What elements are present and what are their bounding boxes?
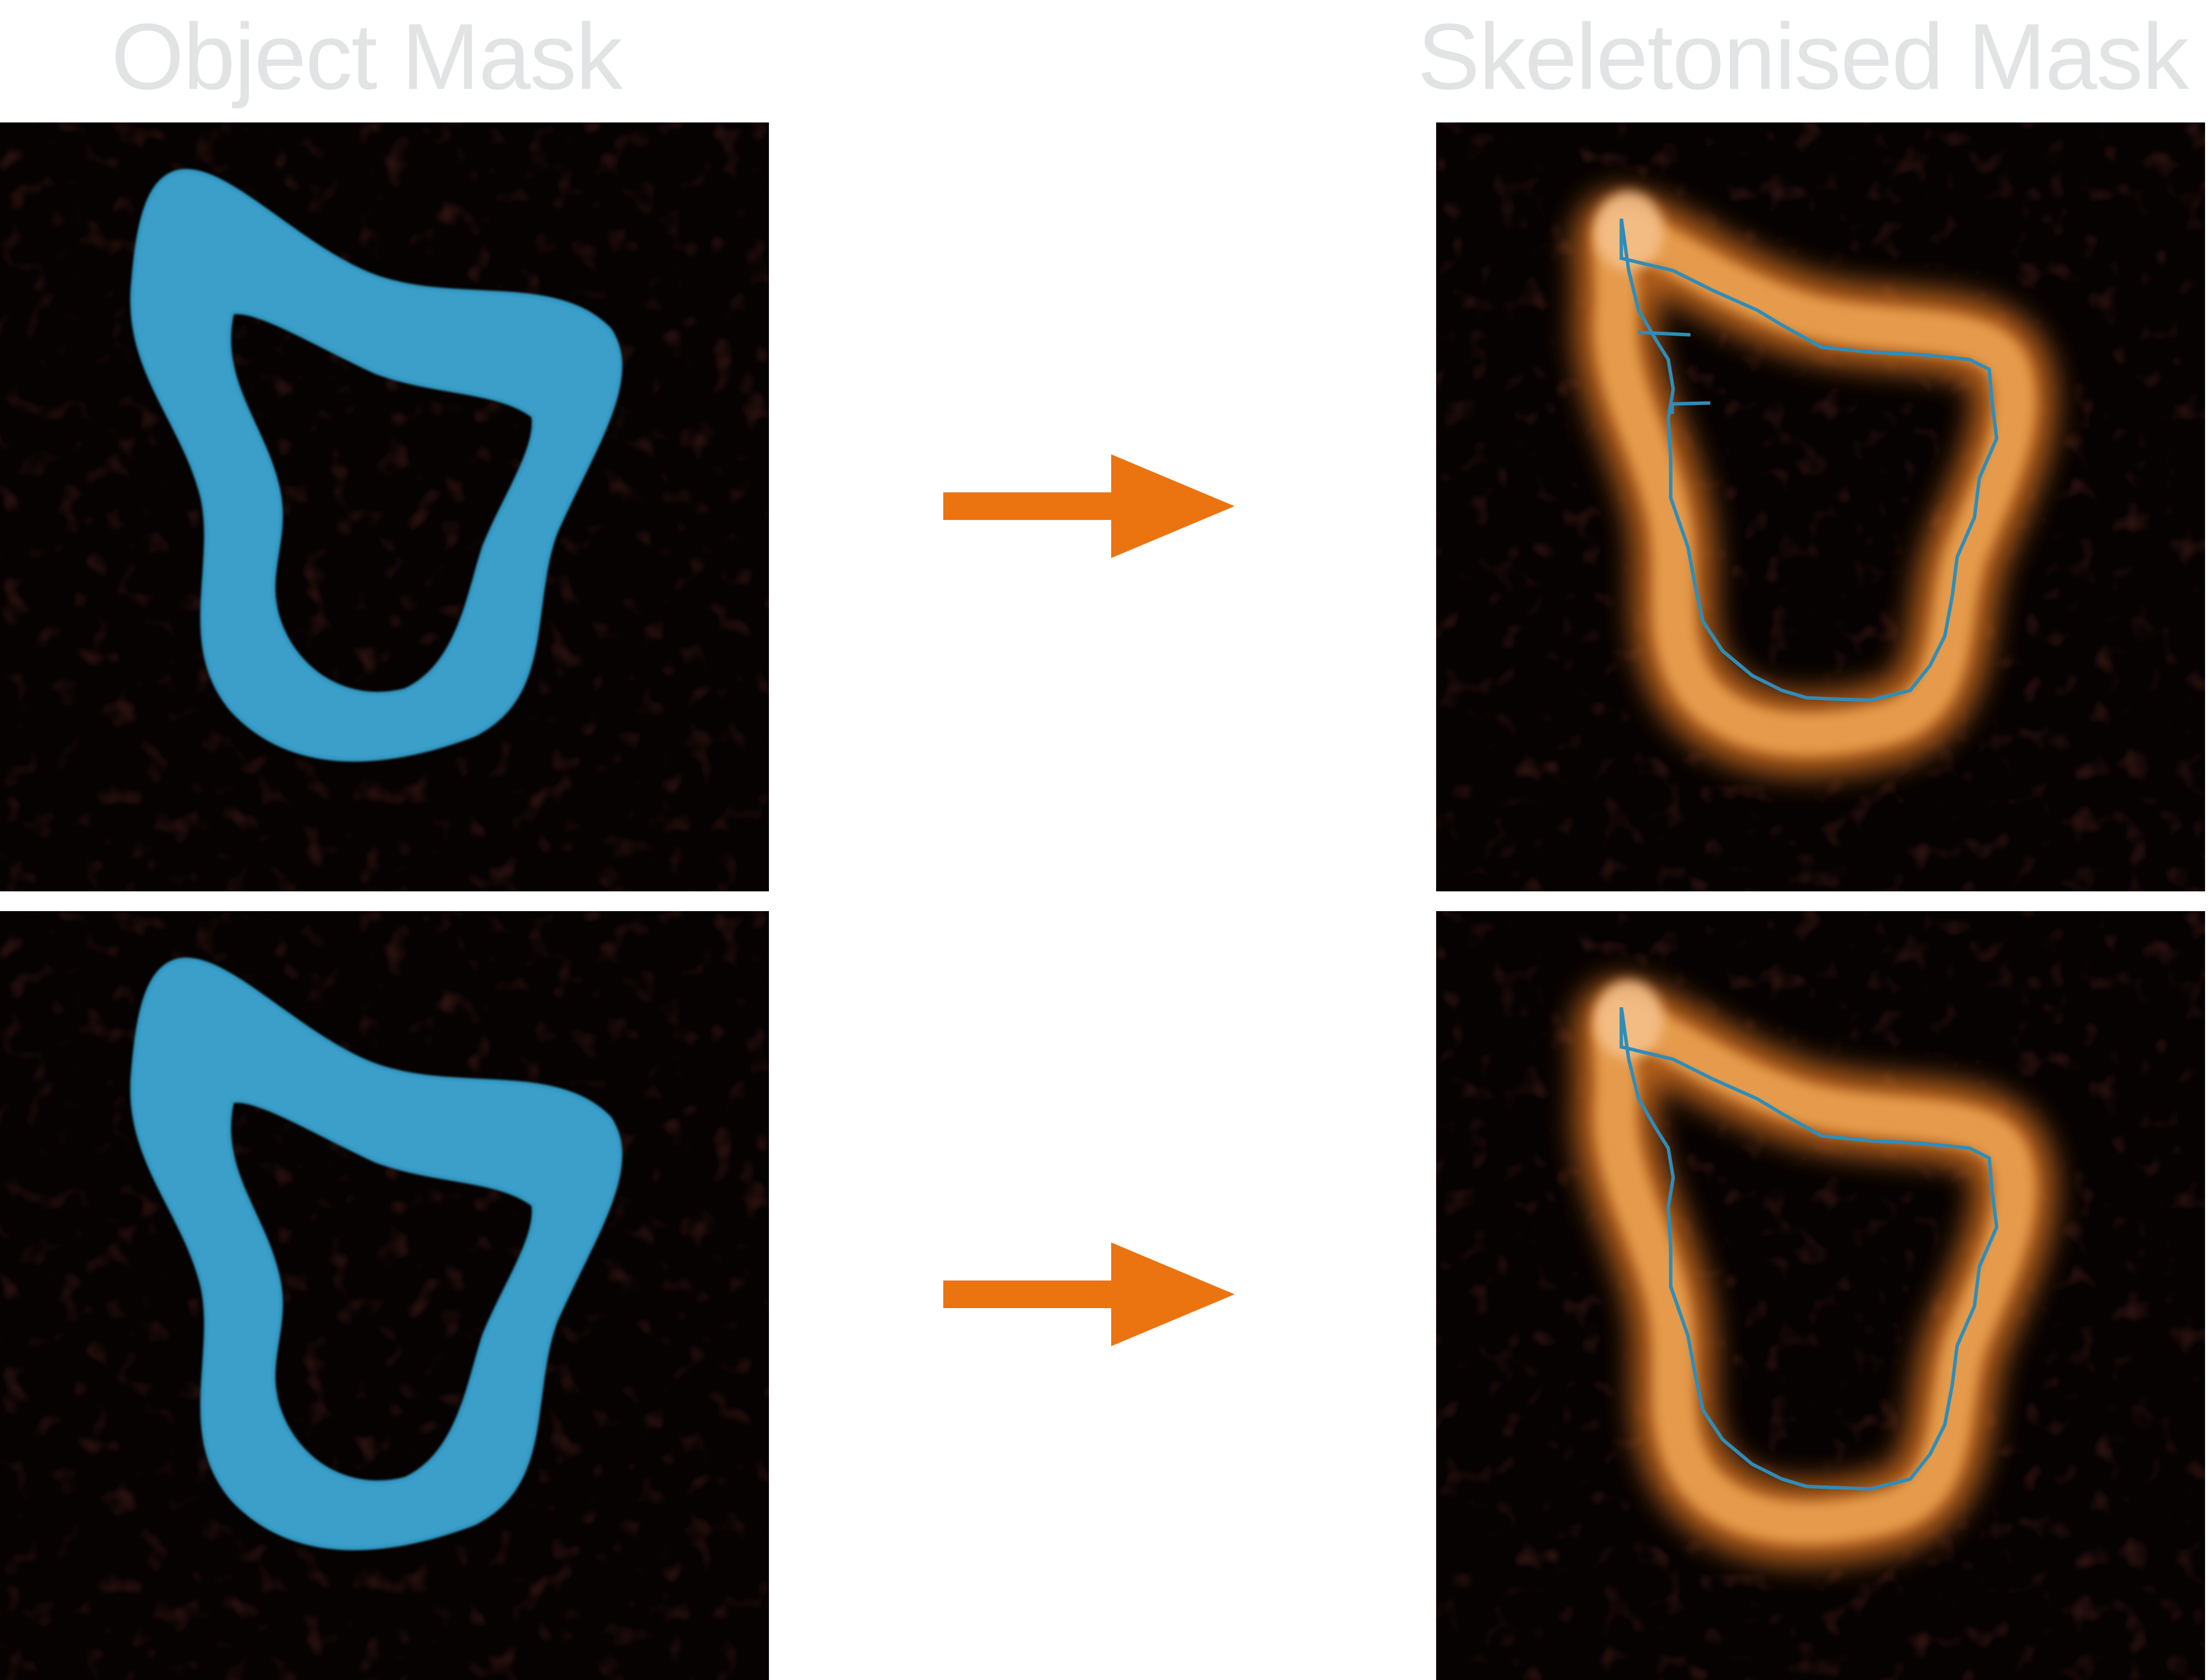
skeletonised-mask-image — [1436, 122, 2205, 891]
mask-ring — [130, 958, 622, 1551]
skeleton-line — [1619, 218, 1999, 702]
right-arrow-icon — [943, 1242, 1235, 1346]
object-mask-panel-top — [0, 122, 769, 891]
skeletonised-mask-panel-bottom — [1436, 911, 2205, 1680]
skeletonised-mask-title: Skeletonised Mask — [1417, 4, 2189, 109]
skeletonised-mask-panel-top — [1436, 122, 2205, 891]
right-arrow-icon — [943, 454, 1235, 558]
object-mask-panel-bottom — [0, 911, 769, 1680]
object-mask-image — [0, 122, 769, 891]
ring-intensity — [1573, 189, 2056, 776]
skeletonised-mask-image — [1436, 911, 2205, 1680]
object-mask-title: Object Mask — [111, 4, 623, 109]
ring-intensity — [1573, 978, 2056, 1565]
skeleton-line — [1619, 1007, 1999, 1491]
mask-ring — [130, 169, 622, 762]
object-mask-image — [0, 911, 769, 1680]
